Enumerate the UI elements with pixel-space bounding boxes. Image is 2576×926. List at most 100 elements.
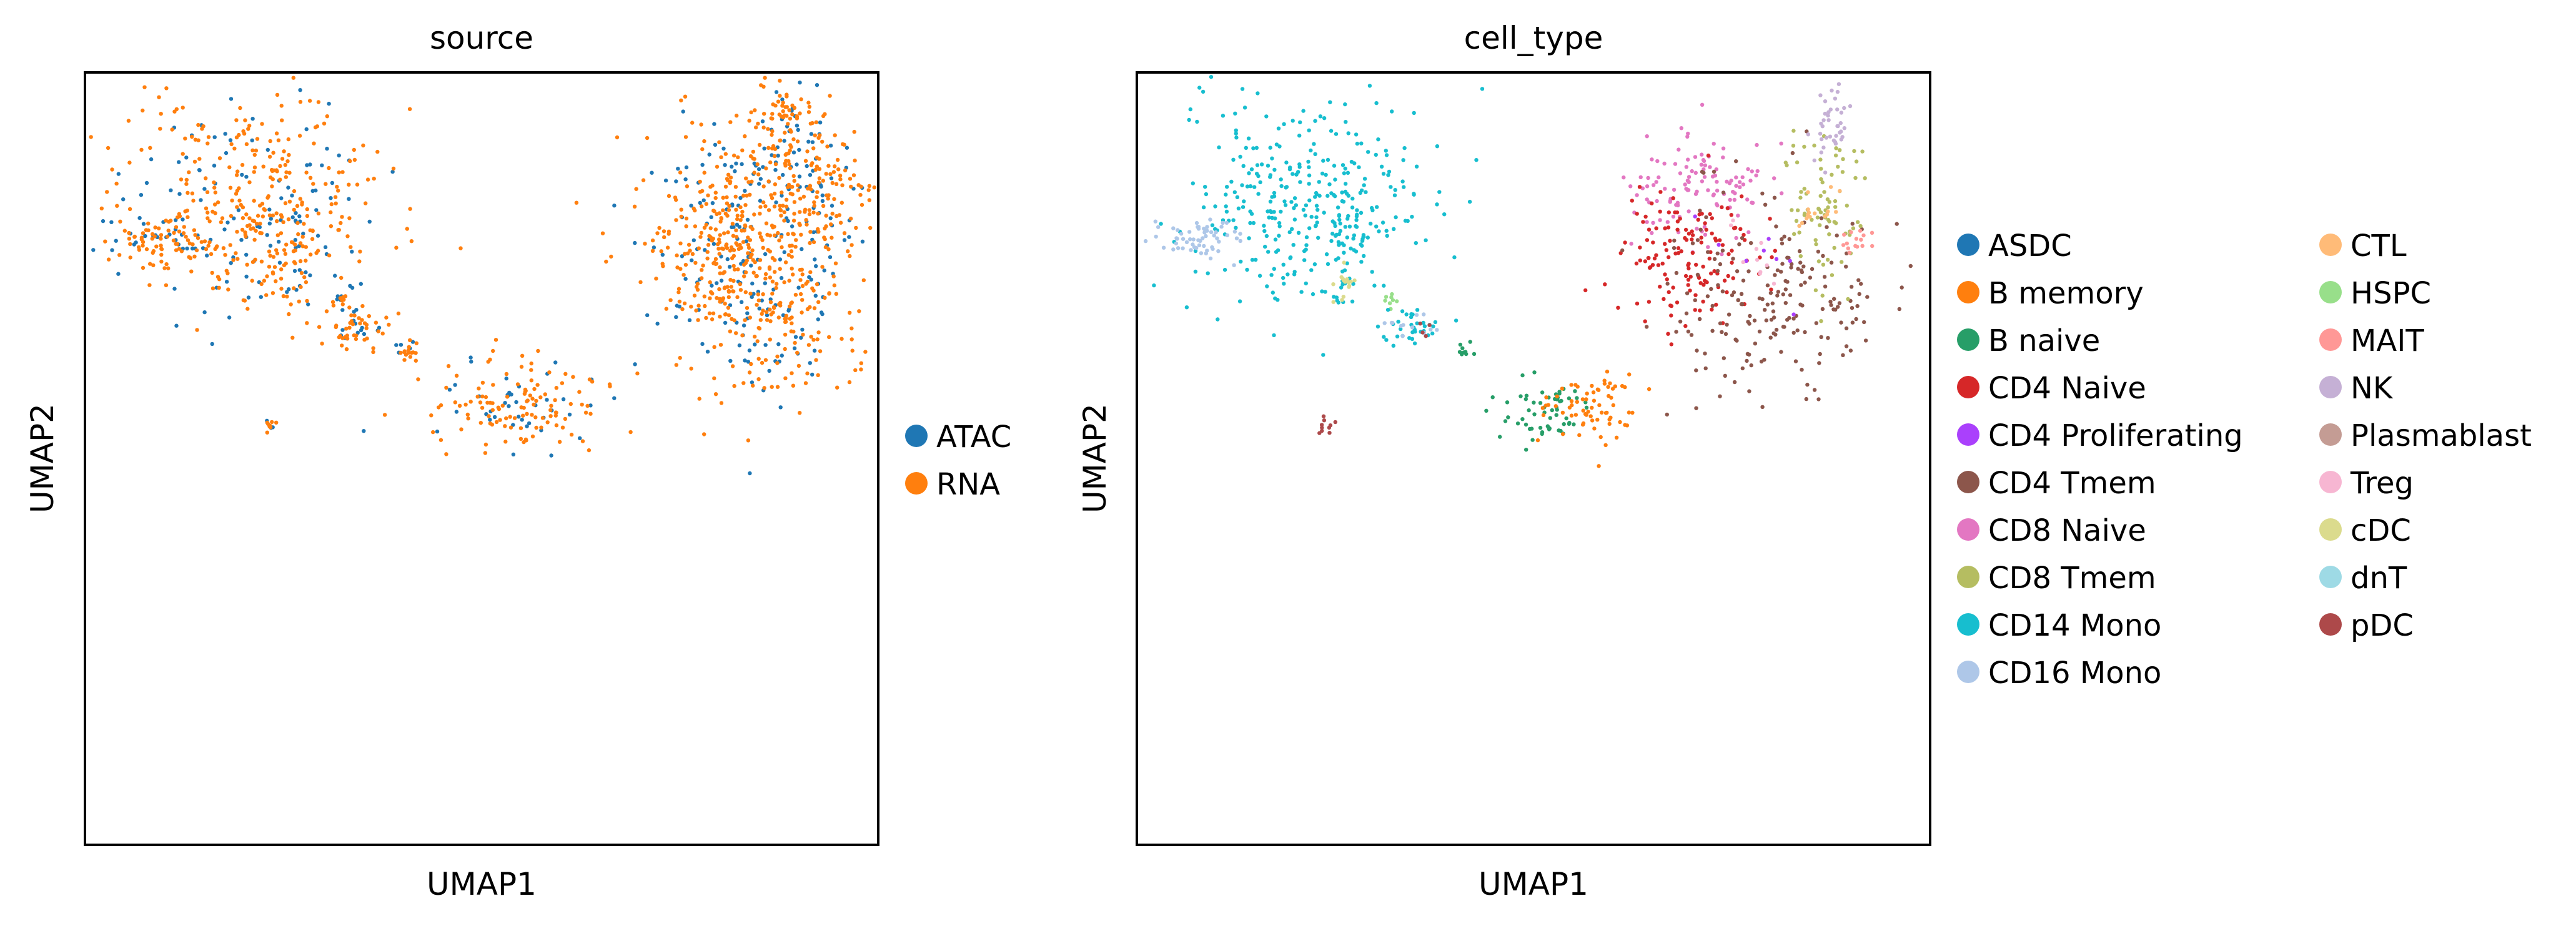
scatter-point <box>477 387 481 391</box>
scatter-point <box>206 141 210 145</box>
scatter-point <box>728 329 733 333</box>
scatter-point <box>304 245 308 249</box>
scatter-point <box>357 259 362 264</box>
scatter-point <box>271 255 276 259</box>
scatter-point <box>1651 220 1655 225</box>
scatter-point <box>549 403 553 408</box>
scatter-point <box>1676 246 1681 250</box>
scatter-point <box>1715 189 1720 193</box>
scatter-point <box>1345 277 1349 282</box>
scatter-point <box>1687 266 1691 271</box>
scatter-point <box>281 220 285 224</box>
scatter-point <box>1678 319 1683 324</box>
scatter-point <box>801 332 805 337</box>
legend-marker <box>1957 281 1979 303</box>
scatter-point <box>1770 301 1775 306</box>
scatter-point <box>820 265 825 269</box>
scatter-point <box>1797 224 1801 228</box>
scatter-point <box>1703 366 1708 371</box>
scatter-point <box>260 202 265 206</box>
scatter-point <box>684 165 689 170</box>
scatter-point <box>770 112 775 116</box>
scatter-point <box>798 278 803 282</box>
scatter-point <box>1317 194 1322 198</box>
scatter-point <box>1686 329 1691 334</box>
scatter-point <box>1315 220 1319 225</box>
scatter-point <box>507 404 511 408</box>
scatter-point <box>1298 180 1302 184</box>
scatter-point <box>804 218 808 222</box>
scatter-point <box>770 256 775 260</box>
scatter-point <box>1663 272 1667 277</box>
scatter-point <box>808 361 813 365</box>
scatter-point <box>1687 262 1691 266</box>
scatter-point <box>105 190 109 194</box>
scatter-point <box>810 121 815 126</box>
scatter-point <box>297 268 302 272</box>
scatter-point <box>1389 320 1394 325</box>
scatter-point <box>1350 299 1355 303</box>
scatter-point <box>1736 298 1740 302</box>
scatter-point <box>783 105 788 109</box>
scatter-point <box>817 167 822 171</box>
scatter-point <box>747 348 752 353</box>
scatter-point <box>1643 319 1647 323</box>
scatter-point <box>1836 164 1840 169</box>
scatter-point <box>761 126 766 130</box>
scatter-point <box>740 162 744 167</box>
scatter-point <box>337 153 341 158</box>
scatter-point <box>1812 158 1816 163</box>
scatter-point <box>1684 237 1689 242</box>
scatter-point <box>1317 180 1321 184</box>
scatter-point <box>793 335 798 339</box>
scatter-point <box>760 312 764 316</box>
scatter-point <box>1374 224 1379 229</box>
scatter-point <box>1698 281 1703 285</box>
scatter-point <box>768 337 773 342</box>
scatter-point <box>162 266 167 270</box>
scatter-point <box>1360 239 1365 243</box>
scatter-point <box>229 261 233 265</box>
scatter-point <box>240 205 245 210</box>
scatter-point <box>718 271 723 275</box>
scatter-point <box>1232 229 1237 234</box>
scatter-point <box>1693 214 1697 219</box>
scatter-point <box>723 320 728 325</box>
scatter-point <box>295 204 300 208</box>
scatter-point <box>722 231 726 235</box>
scatter-point <box>1333 177 1337 182</box>
scatter-point <box>1816 259 1821 264</box>
scatter-point <box>374 320 379 325</box>
scatter-point <box>539 428 543 433</box>
scatter-point <box>305 214 310 219</box>
scatter-point <box>753 342 757 347</box>
legend-label: CD4 Proliferating <box>1988 418 2243 453</box>
scatter-point <box>279 196 284 200</box>
scatter-point <box>1553 404 1558 408</box>
scatter-point <box>409 239 414 244</box>
scatter-point <box>700 268 704 272</box>
scatter-point <box>1433 320 1438 325</box>
scatter-point <box>726 295 731 300</box>
scatter-point <box>1795 208 1800 212</box>
scatter-point <box>682 301 687 306</box>
scatter-point <box>821 204 826 208</box>
scatter-point <box>354 337 359 342</box>
scatter-point <box>1745 197 1750 202</box>
scatter-point <box>298 197 302 201</box>
scatter-point <box>685 184 690 189</box>
scatter-point <box>666 229 671 234</box>
scatter-point <box>732 267 737 272</box>
scatter-point <box>1720 243 1725 247</box>
scatter-point <box>1540 430 1545 435</box>
scatter-point <box>553 410 558 415</box>
scatter-point <box>283 252 288 256</box>
scatter-point <box>793 292 798 297</box>
scatter-point <box>222 227 227 232</box>
scatter-point <box>1739 292 1744 296</box>
scatter-point <box>459 427 463 431</box>
scatter-point <box>1798 195 1803 200</box>
scatter-point <box>1730 260 1734 265</box>
scatter-point <box>206 216 210 220</box>
scatter-point <box>1352 161 1357 165</box>
